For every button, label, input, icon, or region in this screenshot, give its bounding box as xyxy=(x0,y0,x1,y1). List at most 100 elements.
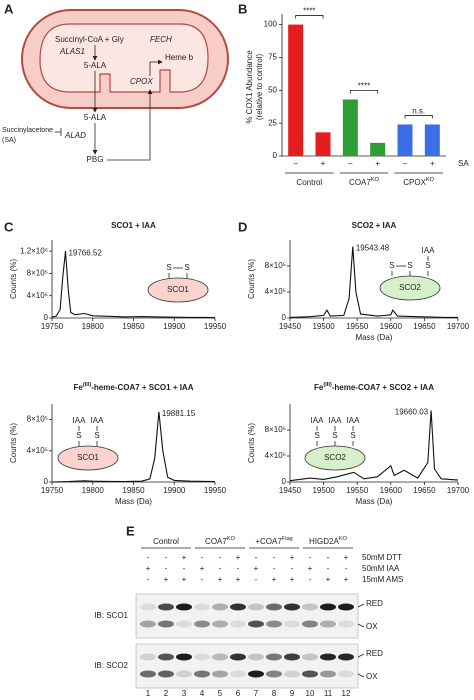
x-tick-label: 19500 xyxy=(312,486,335,495)
treatment-sign: + xyxy=(182,553,187,562)
x-tick-label: 19750 xyxy=(41,486,64,495)
site-label: IAA xyxy=(91,416,105,425)
treatment-label: 50mM IAA xyxy=(362,564,400,573)
band xyxy=(212,620,228,628)
significance-bracket xyxy=(295,15,324,19)
treatment-sign: - xyxy=(291,564,294,573)
protein-label: SCO1 xyxy=(77,453,99,462)
significance-label: **** xyxy=(358,82,370,91)
treatment-label: 15mM AMS xyxy=(362,575,403,584)
band xyxy=(176,670,192,678)
y-tick-label: 0 xyxy=(44,477,49,486)
band xyxy=(338,620,354,628)
bar xyxy=(424,124,440,156)
treatment-sign: - xyxy=(327,564,330,573)
spectrum-line xyxy=(51,251,216,319)
x-tick-label: + xyxy=(375,159,380,168)
panel-label: E xyxy=(126,523,135,538)
band-label: RED xyxy=(366,649,383,658)
group-label: Control xyxy=(153,537,179,546)
y-tick-label: 4×10⁵ xyxy=(27,291,48,300)
metabolite: PBG xyxy=(87,155,104,164)
bar xyxy=(397,124,413,156)
x-tick-label: 19900 xyxy=(163,486,186,495)
lane-number: 4 xyxy=(200,689,205,698)
site-label: IAA xyxy=(329,416,343,425)
treatment-sign: + xyxy=(236,553,241,562)
x-tick-label: – xyxy=(348,159,353,168)
pathway-arrows xyxy=(55,45,163,161)
band xyxy=(158,670,174,678)
treatment-sign: + xyxy=(218,575,223,584)
superscript: KO xyxy=(339,536,348,542)
panel-label: B xyxy=(238,1,247,16)
peak-label: 19543.48 xyxy=(356,244,390,253)
group-label: HIGD2AKO xyxy=(309,536,348,546)
site-label: S xyxy=(314,431,319,440)
metabolite: Succinyl-CoA + Gly xyxy=(55,35,124,44)
text-part: -heme-COA7 + SCO1 + IAA xyxy=(91,383,193,392)
band xyxy=(230,653,246,661)
superscript: (III) xyxy=(323,382,332,388)
lane-number: 9 xyxy=(290,689,295,698)
lane-number: 10 xyxy=(306,689,315,698)
treatment-sign: + xyxy=(344,575,349,584)
metabolite: Heme b xyxy=(165,53,194,62)
superscript: (III) xyxy=(83,382,92,388)
x-tick-label: 19750 xyxy=(41,322,64,331)
band xyxy=(266,670,282,678)
band xyxy=(320,670,336,678)
x-tick-label: 19850 xyxy=(122,322,145,331)
treatment-sign: - xyxy=(219,564,222,573)
treatment-label: 50mM DTT xyxy=(362,553,402,562)
band xyxy=(158,653,174,661)
x-tick-label: 19450 xyxy=(279,486,302,495)
x-tick-label: 19950 xyxy=(204,322,227,331)
x-tick-label: 19600 xyxy=(380,322,403,331)
treatment-sign: - xyxy=(183,564,186,573)
protein xyxy=(147,277,209,303)
treatment-sign: - xyxy=(327,553,330,562)
treatment-sign: + xyxy=(326,575,331,584)
inhibitor: (SA) xyxy=(2,137,16,144)
lane-number: 3 xyxy=(182,689,187,698)
bar xyxy=(370,142,386,156)
x-tick-label: 19800 xyxy=(82,322,105,331)
treatment-sign: + xyxy=(254,564,259,573)
y-tick-label: 4×10⁵ xyxy=(265,451,286,460)
site-label: IAA xyxy=(73,416,87,425)
y-tick-label: 4×10⁵ xyxy=(265,287,286,296)
site-label: IAA xyxy=(311,416,325,425)
protein xyxy=(57,445,119,471)
lane-number: 12 xyxy=(342,689,351,698)
band-pointer xyxy=(357,603,365,608)
site-label: S xyxy=(76,431,81,440)
enzyme: ALAS1 xyxy=(59,47,85,56)
band xyxy=(230,620,246,628)
blot-label: IB: SCO1 xyxy=(94,611,128,620)
lane-number: 1 xyxy=(146,689,151,698)
x-tick-label: 19550 xyxy=(346,322,369,331)
x-tick-label: + xyxy=(430,159,435,168)
treatment-sign: - xyxy=(201,575,204,584)
lane-number: 11 xyxy=(324,689,333,698)
panel-label: A xyxy=(4,1,14,16)
y-tick-label: 8×10⁵ xyxy=(265,425,286,434)
treatment-sign: - xyxy=(165,553,168,562)
peak-label: 19660.03 xyxy=(395,408,429,417)
band xyxy=(266,620,282,628)
treatment-sign: + xyxy=(290,575,295,584)
text-part: CPOX xyxy=(403,178,426,187)
band xyxy=(194,620,210,628)
text-part: Fe xyxy=(74,383,84,392)
mitochondrion xyxy=(21,9,229,109)
y-tick-label: 25 xyxy=(268,118,277,127)
peak-label: 19766.52 xyxy=(68,248,102,257)
y-tick-label: 100 xyxy=(264,20,278,29)
treatment-sign: - xyxy=(345,564,348,573)
site-label: IAA xyxy=(347,416,361,425)
x-axis-label: Mass (Da) xyxy=(115,497,152,506)
band xyxy=(266,603,282,611)
spectrum-line xyxy=(289,246,458,318)
treatment-sign: - xyxy=(147,553,150,562)
